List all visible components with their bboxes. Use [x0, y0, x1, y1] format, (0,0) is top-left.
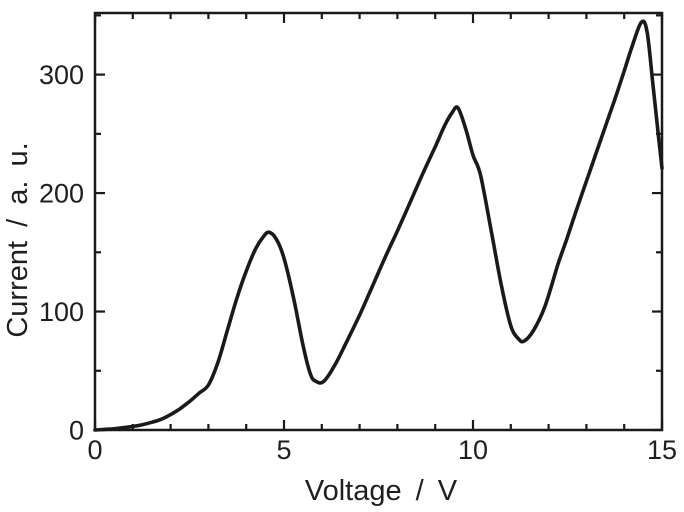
x-tick-label: 15	[647, 435, 677, 465]
x-axis-title: Voltage / V	[305, 475, 458, 507]
y-tick-label: 100	[39, 297, 84, 327]
current-voltage-curve	[93, 19, 664, 432]
x-tick-label: 5	[276, 435, 291, 465]
tick-labels: 0 5 10 15 0 100 200 300	[39, 60, 677, 465]
y-tick-label: 0	[69, 416, 84, 446]
axis-ticks	[93, 13, 664, 432]
y-tick-label: 200	[39, 179, 84, 209]
plot-border	[93, 11, 664, 432]
y-axis-title: Current / a. u.	[2, 142, 34, 337]
x-tick-label: 10	[458, 435, 488, 465]
y-tick-label: 300	[39, 60, 84, 90]
x-tick-label: 0	[87, 435, 102, 465]
